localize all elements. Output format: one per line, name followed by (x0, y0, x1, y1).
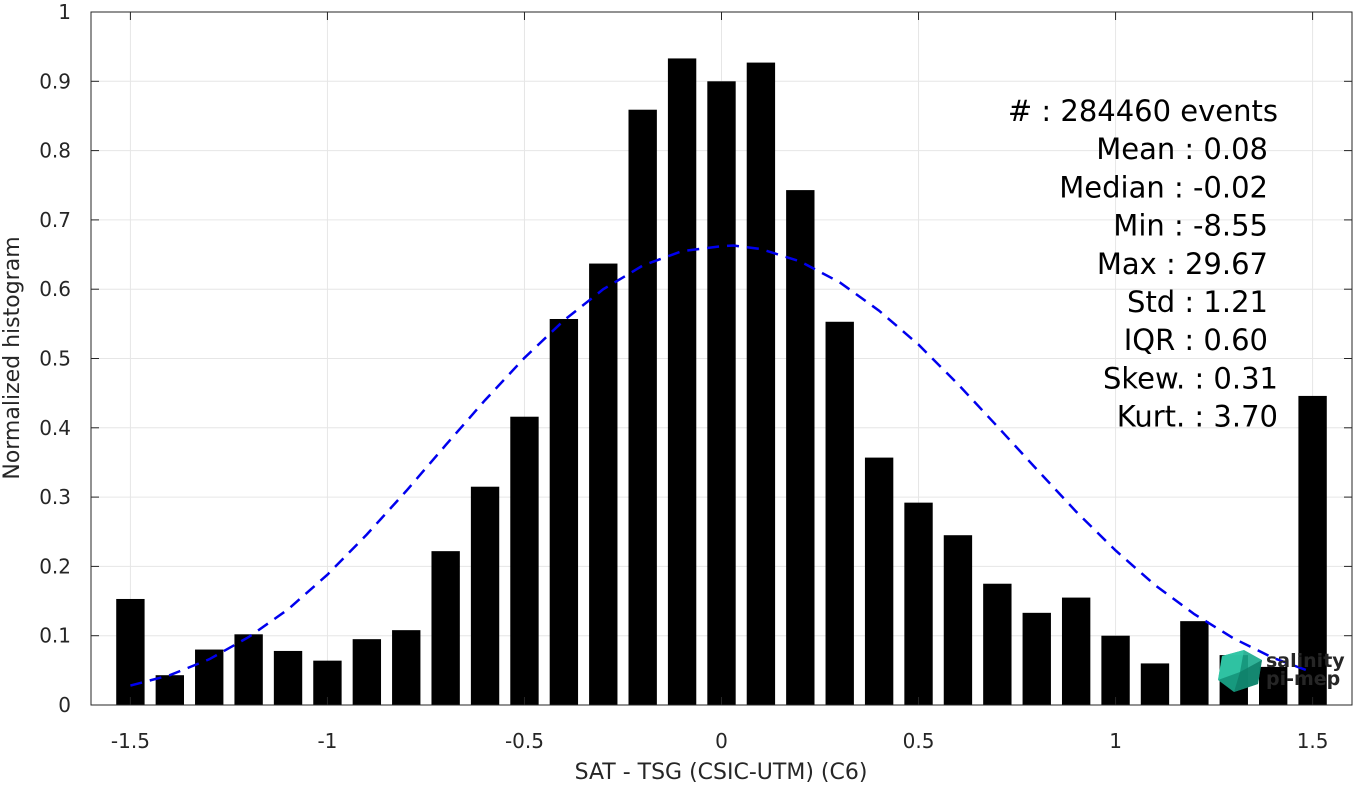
y-tick-label: 0.9 (39, 69, 71, 93)
histogram-bar (628, 109, 657, 705)
y-tick-label: 0.5 (39, 347, 71, 371)
histogram-bar (707, 81, 736, 706)
histogram-bar (589, 263, 618, 705)
stat-line: IQR : 0.60 (1124, 323, 1268, 357)
y-axis-ticks: 0 0.1 0.2 0.3 0.4 0.5 0.6 0.7 0.8 0.9 1 (39, 0, 1352, 717)
histogram-bar (667, 58, 697, 705)
histogram-bar (1140, 663, 1170, 705)
histogram-bar (234, 634, 263, 705)
histogram-bar (470, 486, 500, 705)
histogram-bar (116, 598, 145, 705)
stat-line: Min : -8.55 (1113, 209, 1268, 243)
x-axis-ticks: -1.5 -1 -0.5 0 0.5 1 1.5 (111, 12, 1329, 753)
y-tick-label: 0.7 (39, 208, 71, 232)
y-tick-label: 0.8 (39, 139, 71, 163)
x-tick-label: 0.5 (903, 729, 935, 753)
histogram-bar (392, 630, 421, 705)
histogram-bar (549, 318, 579, 705)
x-tick-label: 0 (715, 729, 728, 753)
histogram-bar (1101, 635, 1130, 705)
histogram-bar (943, 535, 973, 705)
histogram-bar (1022, 612, 1051, 705)
histogram-bar (786, 190, 815, 705)
histogram-bar (1061, 597, 1091, 705)
histogram-bar (904, 502, 933, 705)
y-tick-label: 0 (58, 693, 71, 717)
histogram-bar (1259, 666, 1288, 705)
x-tick-label: 1.5 (1297, 729, 1329, 753)
cube-icon (1218, 650, 1262, 692)
stats-box: # : 284460 events Mean : 0.08 Median : -0.… (1008, 94, 1278, 434)
salinity-pimep-logo: salinity pi-mep (1218, 650, 1345, 692)
histogram-bar (1298, 395, 1327, 705)
stat-line: Max : 29.67 (1097, 247, 1268, 281)
stat-line: Median : -0.02 (1059, 170, 1268, 204)
histogram-bar (155, 675, 184, 705)
y-tick-label: 0.1 (39, 624, 71, 648)
x-tick-label: 1 (1109, 729, 1122, 753)
histogram-bar (746, 62, 776, 706)
histogram-bar (352, 639, 382, 705)
y-tick-label: 0.3 (39, 485, 71, 509)
y-tick-label: 0.4 (39, 416, 71, 440)
histogram-bar (431, 551, 460, 705)
gaussian-fit-curve (130, 244, 1314, 687)
y-axis-label: Normalized histogram (0, 236, 25, 479)
histogram-bar (510, 416, 539, 705)
stat-line: Mean : 0.08 (1096, 132, 1268, 166)
x-tick-label: -1.5 (111, 729, 150, 753)
histogram-bar (825, 321, 854, 705)
stat-line: Std : 1.21 (1127, 285, 1268, 319)
logo-text-pimep: pi-mep (1266, 668, 1340, 690)
histogram-bars (116, 58, 1327, 706)
histogram-bar (273, 650, 303, 705)
y-tick-label: 1 (58, 0, 71, 24)
x-tick-label: -0.5 (505, 729, 544, 753)
y-tick-label: 0.2 (39, 554, 71, 578)
stat-line: Kurt. : 3.70 (1117, 400, 1278, 434)
stat-line: # : 284460 events (1008, 94, 1278, 128)
histogram-bar (864, 457, 894, 705)
logo-text-salinity: salinity (1266, 650, 1345, 672)
x-axis-label: SAT - TSG (CSIC-UTM) (C6) (575, 760, 868, 785)
x-tick-label: -1 (317, 729, 337, 753)
y-tick-label: 0.6 (39, 277, 71, 301)
histogram-bar (1180, 621, 1209, 705)
stat-line: Skew. : 0.31 (1103, 361, 1278, 395)
histogram-bar (983, 583, 1012, 705)
